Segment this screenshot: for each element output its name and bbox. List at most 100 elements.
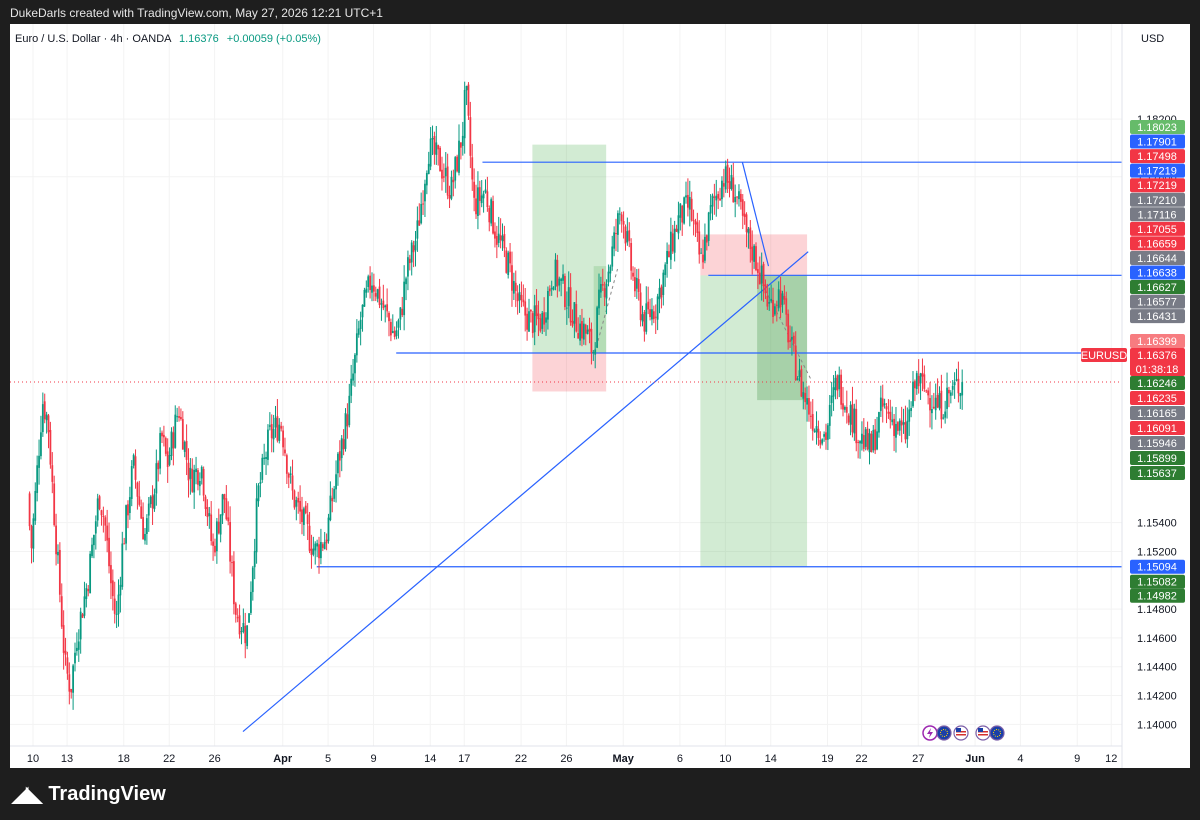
candle-body	[117, 594, 120, 615]
candle-body	[206, 507, 209, 518]
candle-body	[931, 409, 933, 414]
price-badge-bg	[1130, 436, 1185, 450]
candle-body	[594, 349, 597, 355]
candle-body	[704, 236, 706, 261]
candle-body	[541, 312, 544, 329]
candle-body	[949, 392, 952, 396]
price-badge-text: 1.16659	[1137, 238, 1177, 250]
candle-body	[461, 135, 464, 146]
candle-body	[917, 375, 920, 387]
time-tick-label: 17	[458, 753, 470, 765]
candle-body	[100, 510, 103, 516]
candle-body	[81, 614, 84, 618]
candle-body	[673, 228, 676, 253]
bar-countdown: 01:38:18	[1136, 364, 1179, 376]
economic-events[interactable]	[922, 725, 1005, 741]
candle-body	[679, 203, 682, 218]
candle-body	[397, 320, 400, 328]
candle-body	[702, 254, 704, 263]
candle-body	[204, 496, 207, 509]
price-tick-label: 1.15400	[1137, 518, 1177, 530]
candle-body	[686, 194, 689, 208]
trendline	[242, 251, 809, 733]
candle-body	[284, 449, 286, 454]
candle-body	[312, 548, 315, 555]
price-badge: 1.16577	[1130, 294, 1185, 309]
candle-body	[393, 330, 396, 337]
candle-body	[507, 252, 510, 275]
candle-body	[380, 303, 383, 305]
symbol-title: Euro / U.S. Dollar · 4h · OANDA	[15, 33, 172, 45]
candle-body	[267, 429, 269, 460]
us-flag-icon[interactable]	[953, 725, 969, 741]
candle-body	[374, 293, 377, 297]
candle-body	[132, 454, 135, 466]
candle-body	[40, 432, 42, 457]
candle-body	[910, 407, 913, 411]
time-axis[interactable]: 10 13 18 22 26 Apr 5 9 14 17 22 26 May 6 10 14 19 22 27 Jun…	[10, 745, 1122, 765]
candle-body	[635, 277, 638, 289]
candle-body	[817, 428, 820, 439]
eu-flag-icon[interactable]	[989, 725, 1005, 741]
candle-body	[524, 301, 527, 316]
candle-body	[643, 311, 646, 332]
candle-body	[221, 494, 224, 516]
tradingview-logo[interactable]: ◢◣ TradingView	[12, 782, 166, 807]
candle-body	[794, 345, 797, 381]
candle-body	[514, 282, 517, 292]
eu-flag-icon[interactable]	[936, 725, 952, 741]
candle-body	[554, 259, 557, 287]
candle-body	[518, 292, 521, 301]
position-tools[interactable]	[532, 144, 811, 567]
candle-body	[253, 551, 256, 568]
time-tick-label: 22	[855, 753, 867, 765]
candle-body	[724, 166, 727, 190]
candle-body	[308, 525, 311, 551]
candle-body	[47, 415, 50, 433]
candle-body	[62, 625, 65, 653]
candle-body	[58, 549, 61, 595]
drawings[interactable]	[10, 161, 1122, 733]
candle-body	[760, 265, 763, 284]
candle-body	[147, 503, 150, 516]
price-tick-label: 1.14600	[1137, 633, 1177, 645]
candle-body	[166, 451, 169, 467]
candle-body	[878, 412, 880, 433]
candle-body	[161, 432, 163, 437]
candle-body	[772, 299, 774, 318]
candle-body	[437, 145, 440, 150]
tradingview-logo-icon: ◢◣	[12, 783, 42, 806]
price-badge: 1.16638	[1130, 265, 1185, 280]
price-chart[interactable]: USD 1.182001.178001.154001.152001.148001…	[10, 24, 1190, 768]
candle-body	[770, 298, 773, 302]
price-badge-bg	[1130, 221, 1185, 236]
price-badge-text: 1.18023	[1137, 122, 1177, 134]
candle-body	[367, 276, 370, 288]
time-tick-label: 27	[912, 753, 924, 765]
long-position-stop-zone	[532, 353, 607, 392]
us-flag-icon[interactable]	[975, 725, 991, 741]
price-badge-text: 1.17219	[1137, 180, 1177, 192]
price-axis[interactable]: USD	[1121, 24, 1164, 768]
candle-body	[363, 289, 366, 307]
candle-body	[948, 389, 950, 394]
lightning-icon[interactable]	[922, 725, 938, 741]
candle-body	[789, 340, 791, 342]
candle-body	[654, 316, 657, 318]
price-badge: 1.15082	[1130, 574, 1185, 589]
candle-body	[463, 90, 466, 139]
candle-body	[85, 588, 88, 599]
candle-body	[630, 243, 633, 271]
candle-body	[651, 309, 653, 320]
candle-body	[685, 195, 687, 198]
chart-pane[interactable]: USD 1.182001.178001.154001.152001.148001…	[10, 24, 1190, 768]
price-badge: 1.16165	[1130, 406, 1185, 420]
candle-body	[113, 598, 116, 614]
candle-body	[454, 157, 457, 181]
candle-body	[662, 272, 665, 295]
candle-body	[698, 231, 701, 255]
candle-body	[469, 117, 472, 156]
svg-text:Euro / U.S. Dollar · 4h · OAND: Euro / U.S. Dollar · 4h · OANDA 1.16376 …	[15, 33, 321, 45]
candle-body	[337, 453, 339, 474]
candle-body	[639, 292, 642, 321]
